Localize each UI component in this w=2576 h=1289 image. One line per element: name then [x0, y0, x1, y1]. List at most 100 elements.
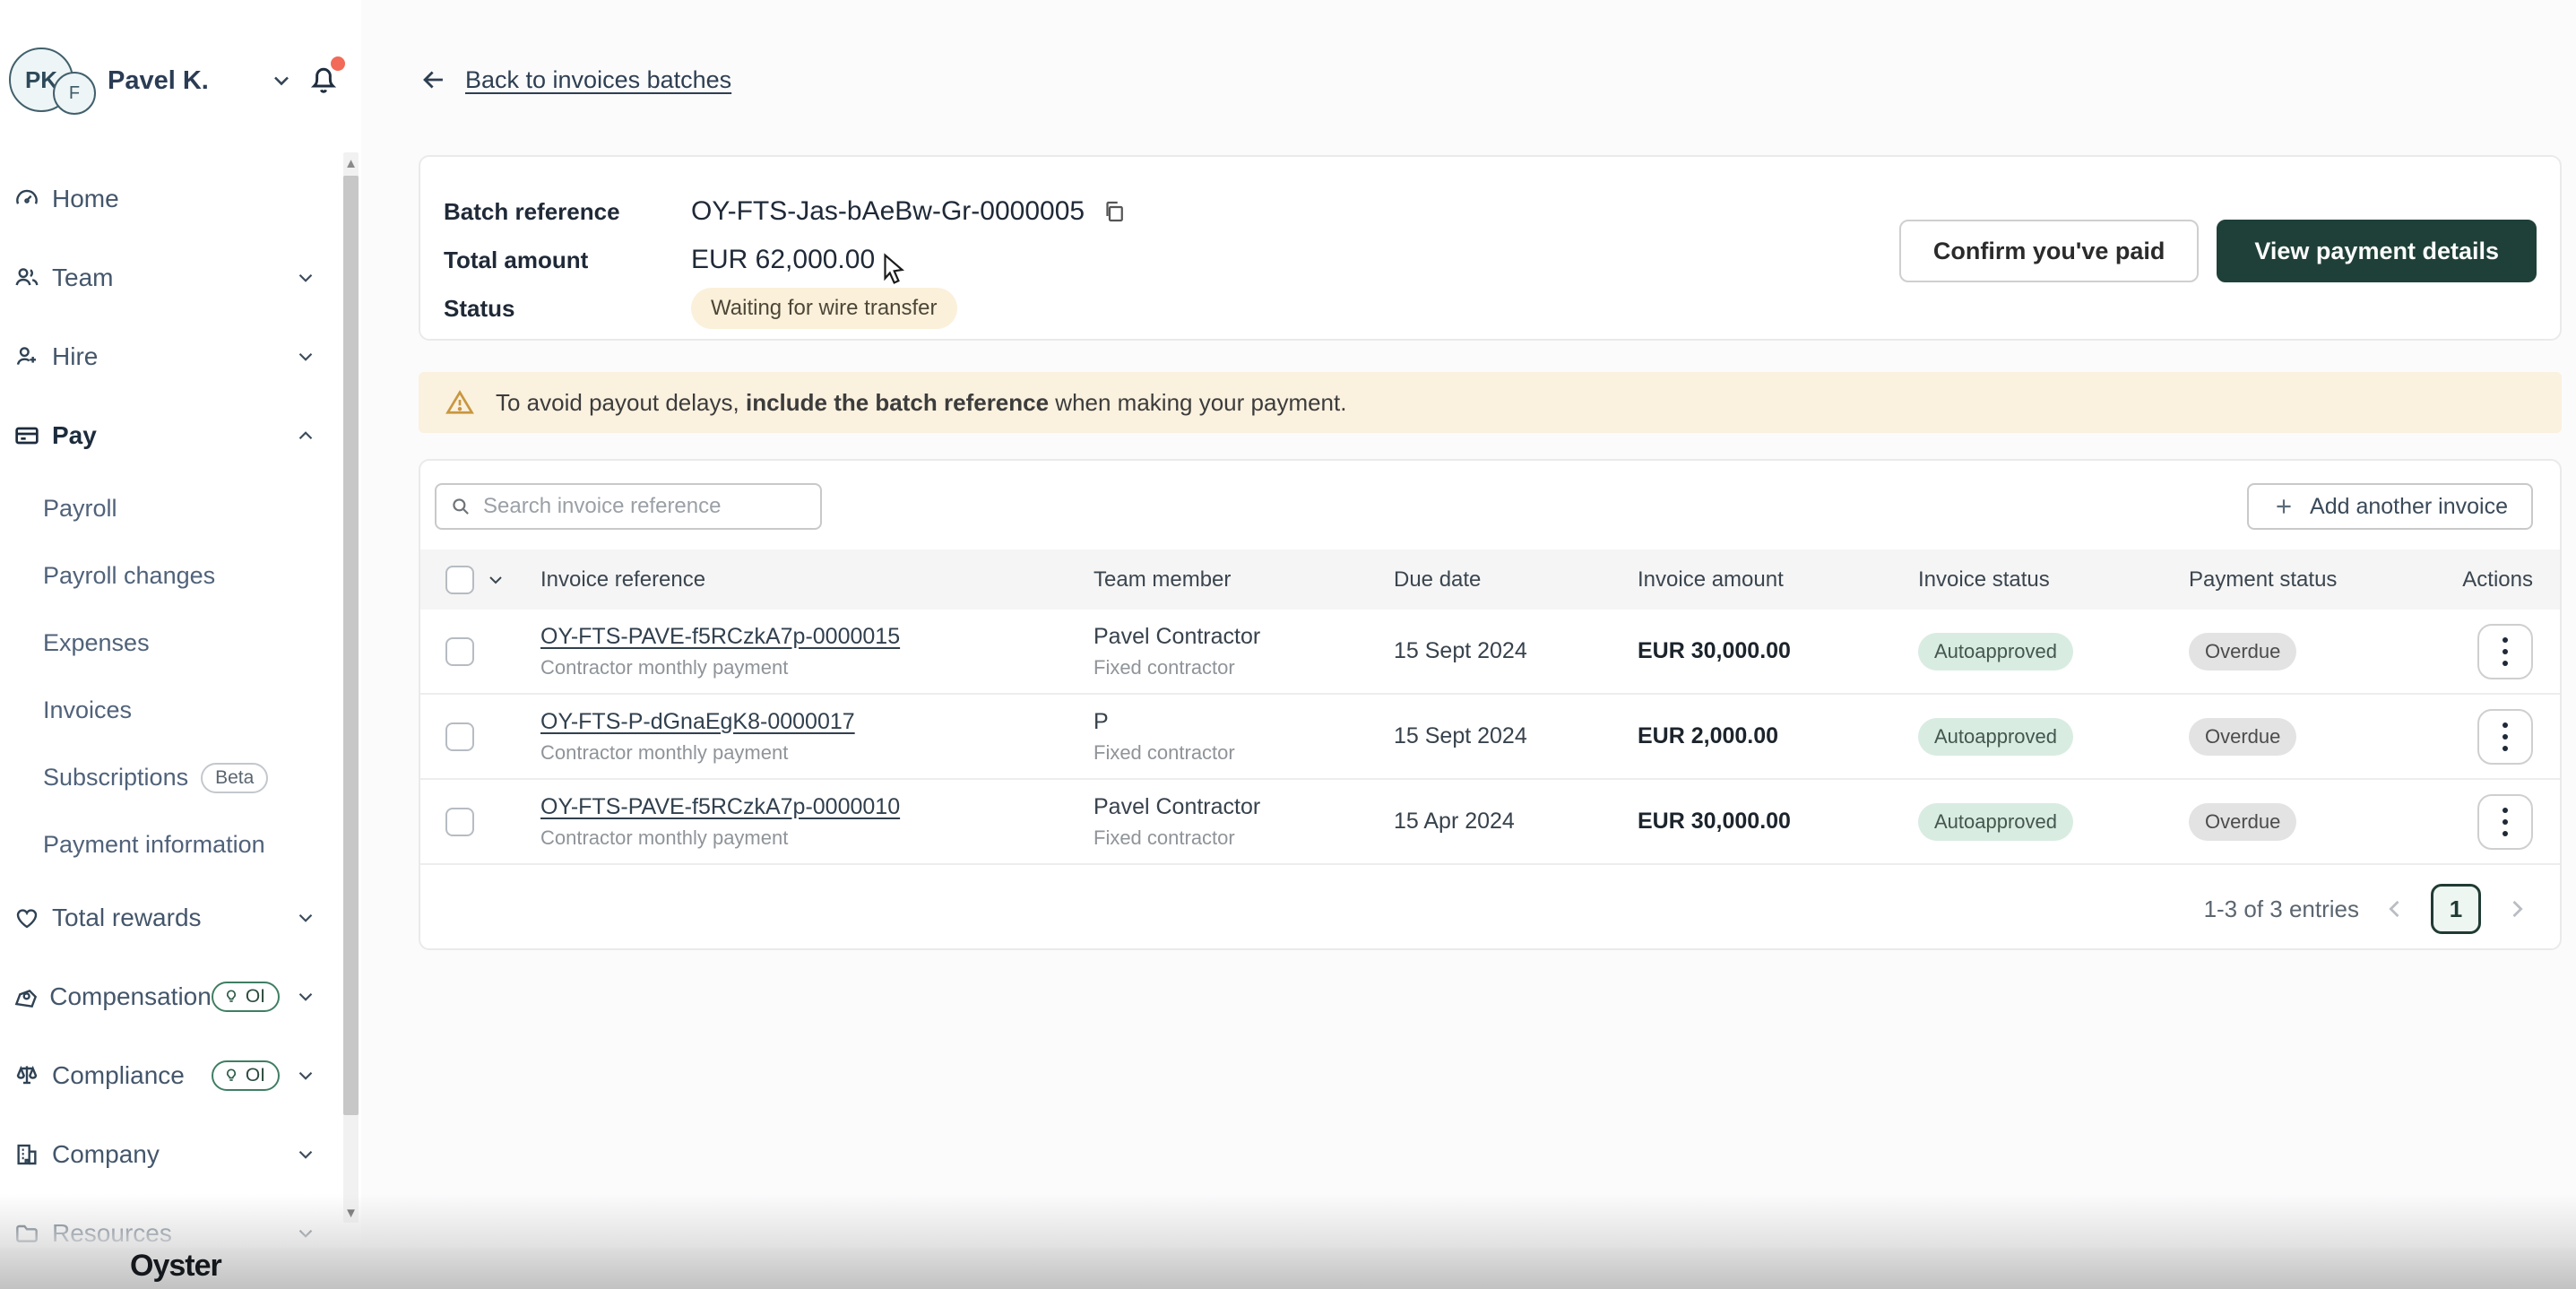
- arrow-left-icon: [419, 65, 449, 95]
- add-another-invoice-button[interactable]: Add another invoice: [2247, 483, 2533, 530]
- chevron-down-icon: [294, 266, 317, 290]
- sidebar-item-total-rewards[interactable]: Total rewards: [0, 878, 344, 957]
- lightbulb-icon: [226, 1068, 236, 1081]
- search-box[interactable]: [435, 483, 822, 530]
- col-invoice-reference: Invoice reference: [540, 567, 706, 592]
- expand-all-chevron-icon[interactable]: [485, 569, 540, 591]
- invoice-type: Contractor monthly payment: [540, 740, 789, 764]
- sidebar-item-subscriptions[interactable]: Subscriptions Beta: [0, 744, 344, 811]
- chevron-down-icon[interactable]: [269, 68, 294, 93]
- payment-status-badge: Overdue: [2189, 802, 2297, 841]
- row-checkbox[interactable]: [445, 807, 474, 836]
- kebab-menu-button[interactable]: [2477, 623, 2533, 679]
- compliance-scales-icon: [9, 1061, 45, 1090]
- sidebar-item-company[interactable]: Company: [0, 1115, 344, 1194]
- col-invoice-status: Invoice status: [1918, 567, 2050, 592]
- sidebar-item-home[interactable]: Home: [0, 160, 344, 238]
- col-actions: Actions: [2462, 567, 2533, 592]
- kebab-menu-button[interactable]: [2477, 793, 2533, 850]
- sidebar-item-label: Total rewards: [52, 904, 202, 931]
- search-icon: [449, 495, 472, 518]
- resources-folder-icon: [9, 1219, 45, 1248]
- team-icon: [9, 264, 45, 292]
- batch-reference-label: Batch reference: [444, 197, 620, 225]
- hire-icon: [9, 342, 45, 371]
- main-content: Back to invoices batches Batch reference…: [361, 0, 2576, 1289]
- confirm-paid-button[interactable]: Confirm you've paid: [1898, 220, 2200, 282]
- due-date: 15 Apr 2024: [1394, 809, 1515, 834]
- scrollbar-up-arrow[interactable]: ▲: [344, 156, 358, 171]
- back-to-batches-link[interactable]: Back to invoices batches: [419, 65, 731, 95]
- chevron-up-icon: [294, 424, 317, 447]
- sidebar-item-label: Resources: [52, 1219, 172, 1247]
- view-payment-details-button[interactable]: View payment details: [2217, 220, 2537, 282]
- invoice-type: Contractor monthly payment: [540, 655, 789, 679]
- scrollbar-down-arrow[interactable]: ▼: [344, 1206, 358, 1221]
- status-label: Status: [444, 294, 515, 322]
- chevron-down-icon: [294, 1143, 317, 1166]
- sidebar-item-label: Team: [52, 264, 114, 291]
- due-date: 15 Sept 2024: [1394, 723, 1527, 748]
- warning-triangle-icon: [444, 386, 476, 419]
- profile-menu[interactable]: PK F Pavel K.: [0, 36, 361, 125]
- row-checkbox[interactable]: [445, 636, 474, 666]
- invoice-status-badge: Autoapproved: [1918, 632, 2073, 670]
- sidebar-item-label: Company: [52, 1140, 160, 1168]
- kebab-menu-button[interactable]: [2477, 708, 2533, 765]
- sidebar-item-payroll-changes[interactable]: Payroll changes: [43, 562, 216, 589]
- chevron-right-icon[interactable]: [2504, 896, 2529, 921]
- invoice-amount: EUR 2,000.00: [1638, 723, 1779, 748]
- beta-badge: Beta: [201, 762, 269, 793]
- copy-icon[interactable]: [1099, 196, 1129, 227]
- batch-reference-value: OY-FTS-Jas-bAeBw-Gr-0000005: [691, 196, 1085, 226]
- invoice-reference-link[interactable]: OY-FTS-PAVE-f5RCzkA7p-0000015: [540, 623, 901, 649]
- col-team-member: Team member: [1094, 567, 1232, 592]
- company-building-icon: [9, 1140, 45, 1169]
- team-member-type: Fixed contractor: [1094, 740, 1235, 764]
- chevron-down-icon: [294, 1064, 317, 1087]
- row-checkbox[interactable]: [445, 722, 474, 751]
- search-input[interactable]: [483, 494, 808, 519]
- col-due-date: Due date: [1394, 567, 1482, 592]
- bell-icon[interactable]: [305, 61, 342, 99]
- col-payment-status: Payment status: [2189, 567, 2338, 592]
- sidebar-item-team[interactable]: Team: [0, 238, 344, 317]
- sidebar-scrollbar-thumb[interactable]: [343, 176, 359, 1115]
- batch-summary-card: Batch reference OY-FTS-Jas-bAeBw-Gr-0000…: [419, 155, 2562, 341]
- chevron-down-icon: [294, 985, 317, 1008]
- payment-status-badge: Overdue: [2189, 717, 2297, 756]
- invoice-status-badge: Autoapproved: [1918, 802, 2073, 841]
- sidebar-item-payment-information[interactable]: Payment information: [43, 831, 265, 858]
- table-row: OY-FTS-P-dGnaEgK8-0000017 Contractor mon…: [420, 695, 2560, 780]
- sidebar-item-pay[interactable]: Pay: [0, 396, 344, 475]
- page-number-button[interactable]: 1: [2431, 884, 2481, 934]
- table-row: OY-FTS-PAVE-f5RCzkA7p-0000015 Contractor…: [420, 610, 2560, 695]
- sidebar-nav: Home Team Hire: [0, 160, 344, 1273]
- invoice-reference-link[interactable]: OY-FTS-P-dGnaEgK8-0000017: [540, 708, 855, 734]
- sidebar-item-invoices[interactable]: Invoices: [43, 696, 133, 723]
- sidebar-item-label: Home: [52, 185, 119, 212]
- sidebar-item-hire[interactable]: Hire: [0, 317, 344, 396]
- pay-icon: [9, 421, 45, 450]
- sidebar-item-compliance[interactable]: Compliance OI: [0, 1036, 344, 1115]
- total-amount-value: EUR 62,000.00: [691, 245, 876, 274]
- chevron-down-icon: [294, 906, 317, 930]
- payment-status-badge: Overdue: [2189, 632, 2297, 670]
- sidebar: PK F Pavel K. Home: [0, 0, 361, 1289]
- invoice-reference-link[interactable]: OY-FTS-PAVE-f5RCzkA7p-0000010: [540, 793, 901, 819]
- select-all-checkbox[interactable]: [445, 565, 474, 594]
- oi-badge: OI: [211, 1060, 280, 1091]
- status-badge: Waiting for wire transfer: [691, 288, 957, 329]
- lightbulb-icon: [226, 990, 236, 1002]
- sidebar-item-label: Hire: [52, 342, 99, 370]
- invoices-table-card: Add another invoice Invoice reference Te…: [419, 459, 2562, 950]
- plus-icon: [2272, 495, 2295, 518]
- chevron-left-icon[interactable]: [2382, 896, 2407, 921]
- team-member-name: Pavel Contractor: [1094, 623, 1261, 649]
- footer-strip: [0, 1248, 2576, 1289]
- sidebar-item-compensation[interactable]: Compensation OI: [0, 957, 344, 1036]
- pagination: 1-3 of 3 entries 1: [420, 865, 2560, 948]
- invoice-type: Contractor monthly payment: [540, 826, 789, 849]
- sidebar-item-payroll[interactable]: Payroll: [43, 495, 117, 522]
- sidebar-item-expenses[interactable]: Expenses: [43, 629, 150, 656]
